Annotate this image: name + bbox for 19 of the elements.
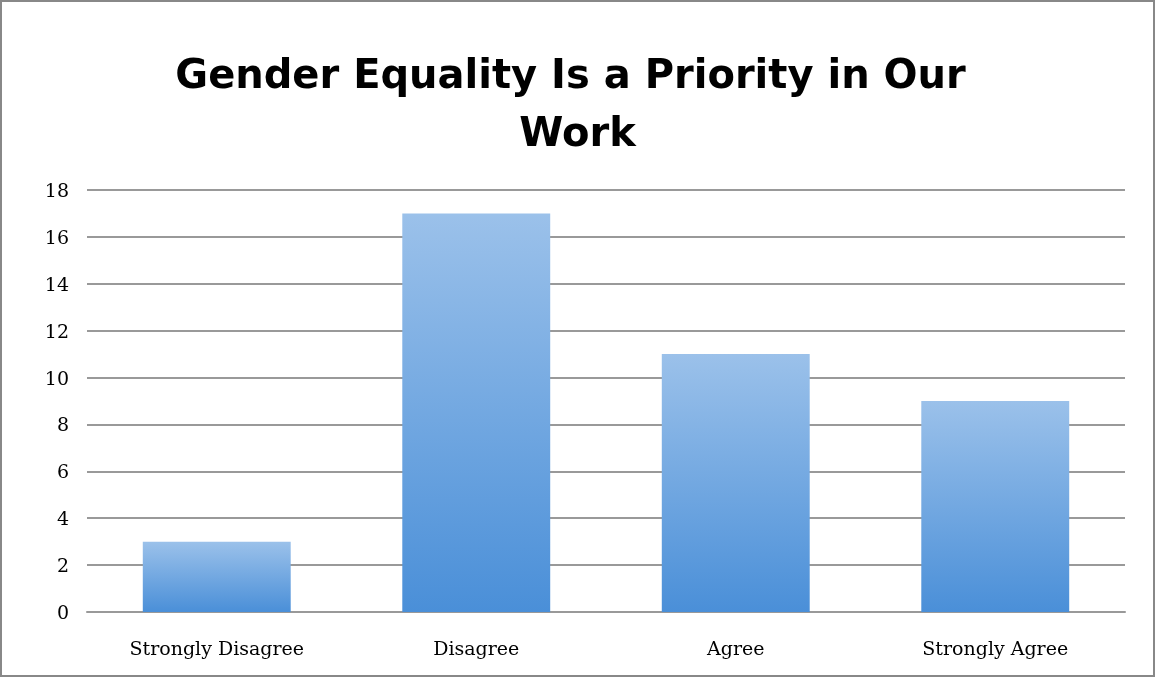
bar — [921, 401, 1070, 612]
y-tick-label: 16 — [44, 225, 69, 248]
y-tick-label: 6 — [56, 460, 69, 483]
x-tick-label: Agree — [706, 636, 765, 659]
x-tick-label: Strongly Disagree — [129, 636, 305, 659]
bar — [661, 354, 810, 612]
y-tick-label: 0 — [56, 601, 69, 623]
chart-title: Gender Equality Is a Priority in Our Work — [175, 51, 980, 155]
x-tick-label: Strongly Agree — [922, 636, 1069, 659]
bar — [142, 541, 291, 612]
y-tick-label: 12 — [44, 319, 69, 342]
y-tick-label: 2 — [56, 554, 69, 577]
x-tick-label: Disagree — [433, 636, 520, 659]
y-tick-label: 10 — [44, 366, 69, 389]
bar — [402, 213, 551, 612]
y-tick-label: 14 — [44, 272, 69, 295]
y-tick-label: 18 — [44, 179, 69, 201]
y-tick-label: 8 — [56, 413, 69, 436]
y-tick-label: 4 — [56, 507, 69, 530]
